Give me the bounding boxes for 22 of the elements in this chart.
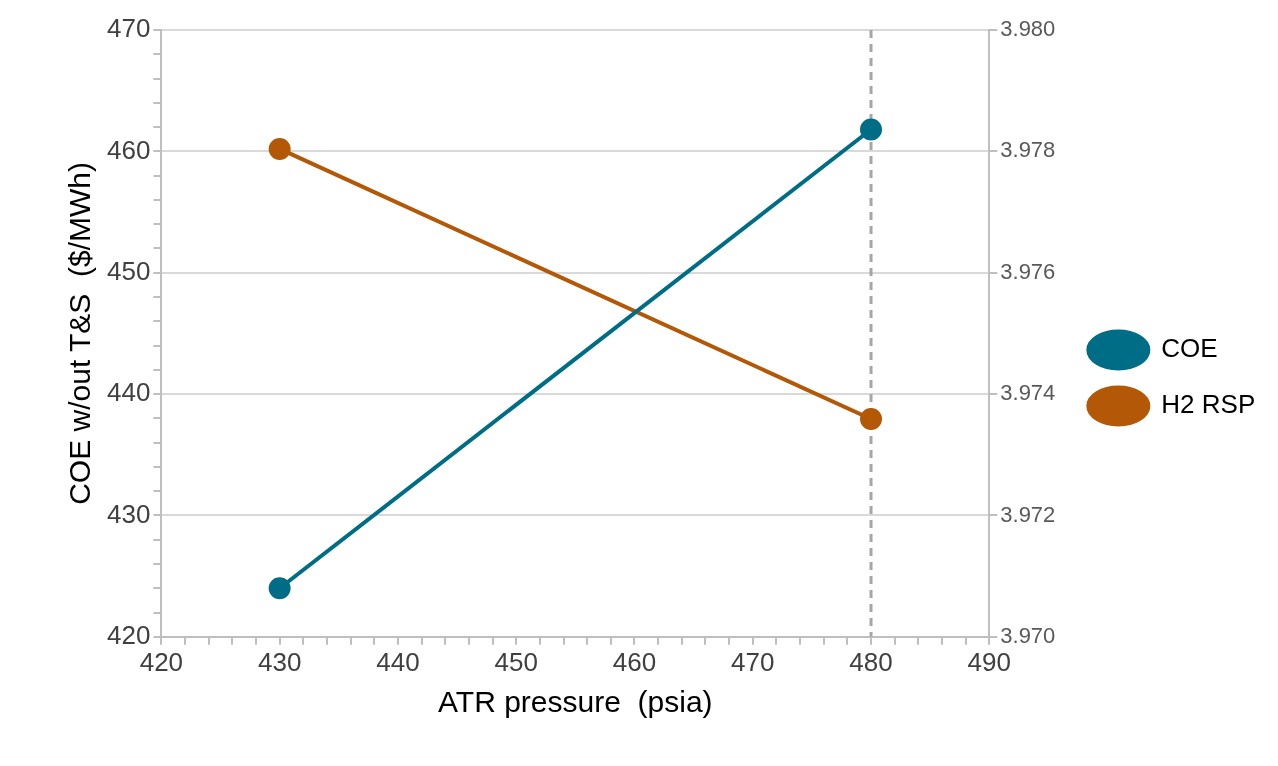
y2-tick-label: 3.974: [1000, 380, 1056, 406]
legend-label: COE: [1161, 333, 1218, 364]
x-tick-label: 480: [849, 646, 893, 677]
x-tick-label: 460: [612, 646, 657, 677]
y-axis-title: COE w/out T&S ($/MWh): [63, 161, 97, 505]
x-tick-label: 440: [376, 646, 420, 677]
y-tick-label: 460: [106, 134, 151, 165]
legend-label: H2 RSP: [1161, 389, 1256, 420]
x-axis-title: ATR pressure (psia): [438, 685, 713, 719]
y2-tick-label: 3.970: [1000, 622, 1056, 648]
x-tick-label: 430: [257, 646, 302, 677]
y-tick-label: 440: [106, 377, 151, 408]
y2-tick-label: 3.978: [1000, 137, 1056, 163]
y2-tick-label: 3.972: [1000, 501, 1056, 527]
y2-tick-label: 3.980: [1000, 16, 1056, 42]
y-tick-label: 450: [106, 255, 151, 286]
y2-tick-label: 3.976: [1000, 258, 1056, 284]
y-tick-label: 430: [106, 498, 151, 529]
y-tick-label: 470: [106, 13, 151, 44]
x-tick-label: 490: [967, 646, 1011, 677]
x-tick-label: 450: [494, 646, 538, 677]
x-tick-label: 470: [731, 646, 775, 677]
